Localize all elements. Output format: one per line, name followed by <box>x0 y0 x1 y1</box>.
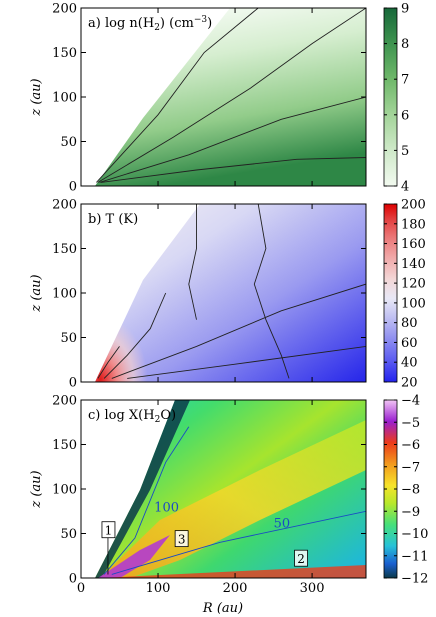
contour-line <box>188 204 197 320</box>
colorbar-tick-label: 60 <box>401 336 418 351</box>
colorbar-tick-label: −9 <box>401 505 420 520</box>
y-tick-label: 0 <box>69 180 77 195</box>
abundance-contours <box>103 426 366 575</box>
x-ticks: 0 100 200 300 <box>77 400 325 596</box>
contour-line <box>96 8 259 183</box>
colorbar-tick-label: −8 <box>401 483 420 498</box>
colorbar-tick-label: −6 <box>401 438 420 453</box>
y-tick-label: 50 <box>60 135 77 150</box>
x-tick-label: 0 <box>77 581 85 596</box>
y-ticks: 0 50 100 150 200 <box>52 2 366 195</box>
colorbar-tick-label: 180 <box>401 217 426 232</box>
panel-temperature: b) T (K) z (au) 0 50 100 150 200 20 40 60 80 100… <box>29 198 426 391</box>
y-tick-label: 150 <box>52 438 77 453</box>
colorbar-tick-label: 7 <box>401 73 409 88</box>
colorbar-tick-label: −5 <box>401 416 420 431</box>
colorbar-tick-label: 120 <box>401 277 426 292</box>
colorbar-tick-label: 80 <box>401 316 418 331</box>
colorbar <box>383 7 398 187</box>
colorbar-tick-label: 8 <box>401 37 409 52</box>
annotations: 100 50 1 3 2 <box>101 500 308 575</box>
contour-line <box>253 204 290 379</box>
colorbar-tick-label: 20 <box>401 376 418 391</box>
y-tick-label: 100 <box>52 91 77 106</box>
contour-line <box>111 510 366 575</box>
contour-line <box>99 96 366 183</box>
midplane-layer <box>100 565 366 578</box>
panel-label: a) log n(H2) (cm−3) <box>88 15 212 33</box>
x-tick-label: 200 <box>223 581 248 596</box>
colorbar-ticks: 4 5 6 7 8 9 <box>384 2 409 195</box>
y-tick-label: 0 <box>69 376 77 391</box>
contour-line <box>97 8 366 183</box>
y-axis-label: z (au) <box>29 78 44 116</box>
x-axis-label: R (au) <box>202 601 243 616</box>
y-tick-label: 100 <box>52 287 77 302</box>
panel-density: a) log n(H2) (cm−3) z (au) 050100150200 … <box>29 2 409 195</box>
hot-region <box>95 240 200 382</box>
y-tick-label: 0 <box>69 572 77 587</box>
colorbar-tick-label: −7 <box>401 460 420 475</box>
y-axis-label: z (au) <box>29 274 44 312</box>
panel-label: b) T (K) <box>88 212 138 227</box>
contour-line <box>103 426 190 575</box>
contour-line <box>97 346 120 379</box>
y-tick-label: 200 <box>52 198 77 213</box>
region-marker-label: 1 <box>105 524 113 538</box>
x-tick-label: 300 <box>300 581 325 596</box>
y-ticks: 0 50 100 150 200 <box>52 198 366 391</box>
y-tick-label: 50 <box>60 331 77 346</box>
x-ticks <box>80 204 313 382</box>
colorbar-tick-label: 100 <box>401 296 426 311</box>
density-contours <box>96 8 366 183</box>
colorbar-tick-label: 5 <box>401 144 409 159</box>
x-tick-label: 100 <box>146 581 171 596</box>
region-marker-label: 3 <box>178 533 186 547</box>
colorbar-tick-label: 9 <box>401 2 409 17</box>
panel-label: c) log X(H2O) <box>88 408 176 425</box>
colorbar-tick-label: 200 <box>401 198 426 213</box>
colorbar-tick-label: 4 <box>401 180 409 195</box>
x-ticks <box>80 8 313 186</box>
colorbar-tick-label: 160 <box>401 237 426 252</box>
contour-line <box>111 283 366 379</box>
colorbar <box>383 203 398 383</box>
contour-line <box>127 345 366 379</box>
y-tick-label: 150 <box>52 46 77 61</box>
y-tick-label: 50 <box>60 527 77 542</box>
contour-line <box>103 292 167 379</box>
contour-line <box>100 157 366 183</box>
colorbar-tick-label: −11 <box>401 549 428 564</box>
y-tick-label: 100 <box>52 483 77 498</box>
y-tick-label: 200 <box>52 2 77 17</box>
atmosphere-edge <box>95 400 190 578</box>
density-field <box>95 8 366 186</box>
region-marker-box <box>101 521 116 539</box>
colorbar-tick-label: −4 <box>401 394 420 409</box>
colorbar-ticks: 20 40 60 80 100 120 140 160 180 200 <box>384 198 426 391</box>
region-marker-label: 2 <box>297 552 305 566</box>
y-tick-label: 150 <box>52 242 77 257</box>
contour-label: 100 <box>154 500 179 515</box>
region-marker-box <box>294 549 308 567</box>
y-tick-label: 200 <box>52 394 77 409</box>
colorbar-tick-label: 6 <box>401 108 409 123</box>
colorbar-tick-label: −10 <box>401 527 428 542</box>
temperature-contours <box>97 204 366 379</box>
contour-label: 50 <box>274 516 291 531</box>
region-marker-box <box>174 530 189 548</box>
colorbar-tick-label: −12 <box>401 572 428 587</box>
colorbar-tick-label: 40 <box>401 356 418 371</box>
y-axis-label: z (au) <box>29 470 44 508</box>
colorbar-ticks: −12 −11 −10 −9 −8 −7 −6 −5 −4 <box>384 394 428 587</box>
panel-water-abundance: c) log X(H2O) z (au) R (au) 050100150200… <box>29 394 428 617</box>
hot-core <box>98 535 170 578</box>
colorbar-tick-label: 140 <box>401 257 426 272</box>
